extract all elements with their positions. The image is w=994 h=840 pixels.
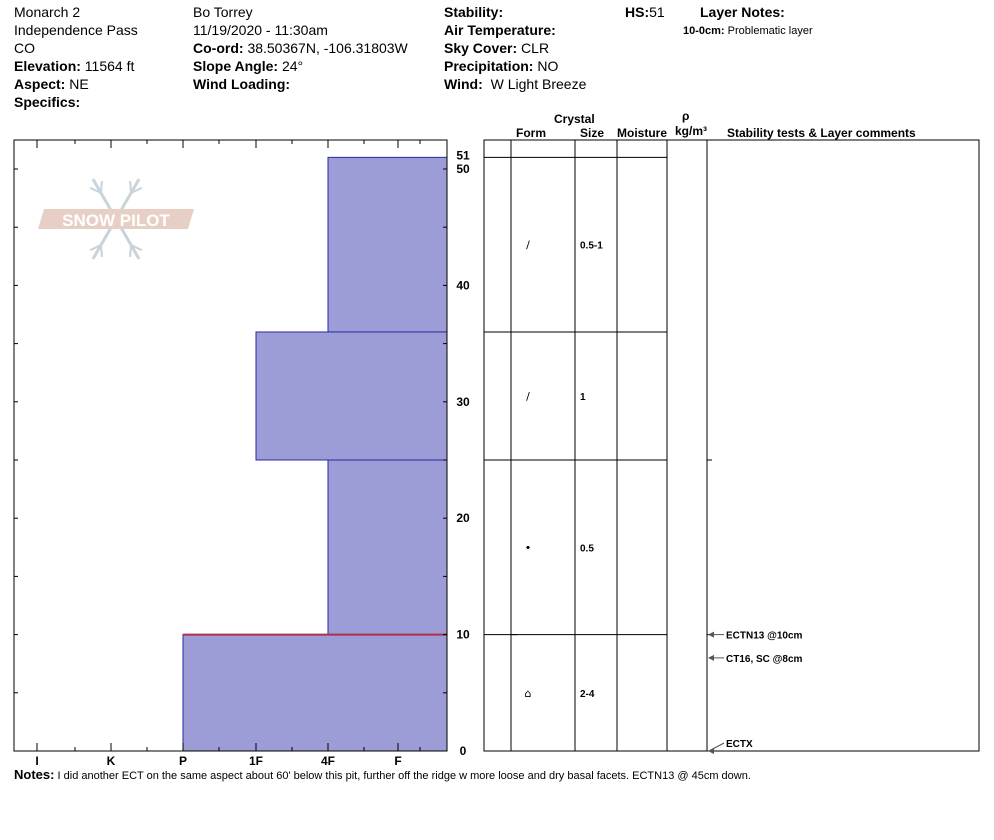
density-unit-header: kg/m³ (675, 124, 708, 138)
layer-note-depth: 10-0cm: (683, 25, 725, 37)
crystal-header: Crystal (554, 112, 595, 126)
snowpilot-logo: SNOW PILOT (38, 178, 194, 260)
hardness-bar (182, 634, 448, 752)
logo-banner (38, 209, 194, 229)
logo-flake-branch (129, 180, 132, 194)
layer-note: 10-0cm: Problematic layer (683, 22, 813, 40)
crystal-form-symbol: • (525, 541, 532, 554)
total-height-label: 51 (456, 148, 470, 162)
elevation-label: Elevation: (14, 58, 81, 74)
moisture-header: Moisture (617, 126, 668, 140)
logo-flake-branch (129, 244, 132, 258)
height-tick-label: 40 (456, 278, 470, 292)
layer-notes-label: Layer Notes: (700, 4, 785, 20)
crystal-form-symbol: / (526, 390, 530, 403)
precip-value: NO (537, 58, 559, 74)
crystal-size-label: 2-4 (580, 689, 595, 700)
height-tick-label: 30 (456, 395, 470, 409)
hardness-tick-label: K (107, 754, 116, 768)
slope-value: 24° (281, 58, 304, 74)
hardness-tick-label: I (35, 754, 38, 768)
comments-header: Stability tests & Layer comments (727, 126, 916, 140)
height-tick-label: 0 (460, 744, 467, 758)
stability-test-label: CT16, SC @8cm (726, 654, 803, 665)
logo-flake-branch (100, 180, 103, 194)
hardness-bar (255, 331, 448, 461)
coordinates: Co-ord: 38.50367N, -106.31803W (193, 39, 408, 57)
precip-label: Precipitation: (444, 58, 534, 74)
crystal-form-symbol: / (526, 239, 530, 252)
hardness-bar (327, 156, 448, 333)
precipitation: Precipitation: NO (444, 57, 558, 75)
notes-label: Notes: (14, 767, 55, 782)
coord-label: Co-ord: (193, 40, 244, 56)
test-arrow-head (708, 748, 714, 754)
air-temp-label: Air Temperature: (444, 22, 556, 38)
hardness-tick-label: F (394, 754, 401, 768)
elevation-value: 11564 ft (84, 58, 135, 74)
crystal-size-label: 0.5-1 (580, 241, 603, 252)
aspect-label: Aspect: (14, 76, 66, 92)
aspect: Aspect: NE (14, 75, 89, 93)
height-tick-label: 10 (456, 628, 470, 642)
test-arrow-head (708, 631, 714, 638)
wind: Wind: W Light Breeze (444, 75, 586, 93)
stability-test-label: ECTX (726, 739, 753, 750)
hardness-tick-label: 4F (321, 754, 335, 768)
hardness-layers (182, 156, 448, 752)
crystal-size-label: 1 (580, 392, 586, 403)
logo-flake-branch (89, 244, 102, 252)
crystal-size-label: 0.5 (580, 543, 594, 554)
logo-flake-branch (130, 244, 143, 252)
logo-flake-branch (130, 186, 143, 194)
stability-label: Stability: (444, 4, 504, 20)
notes-text: I did another ECT on the same aspect abo… (57, 770, 751, 782)
state: CO (14, 40, 35, 56)
wind-label: Wind: (444, 76, 483, 92)
table-frame (483, 139, 980, 752)
hardness-bar (327, 459, 448, 636)
wind-loading-label: Wind Loading: (193, 76, 291, 92)
specifics-label: Specifics: (14, 94, 81, 110)
sky-value: CLR (521, 40, 550, 56)
elevation: Elevation: 11564 ft (14, 57, 134, 75)
height-tick-label: 50 (456, 162, 470, 176)
stability-test-label: ECTN13 @10cm (726, 631, 803, 642)
test-arrow-head (708, 654, 714, 661)
size-header: Size (580, 126, 605, 140)
observer: Bo Torrey (193, 4, 253, 20)
sky-label: Sky Cover: (444, 40, 518, 56)
height-tick-label: 20 (456, 511, 470, 525)
logo-text: SNOW PILOT (62, 211, 170, 230)
crystal-form-symbol: ⌂ (525, 687, 532, 700)
wind-value: W Light Breeze (490, 76, 587, 92)
slope-label: Slope Angle: (193, 58, 279, 74)
coord-value: 38.50367N, -106.31803W (247, 40, 408, 56)
rho-header: ρ (682, 109, 690, 123)
hardness-tick-label: 1F (249, 754, 263, 768)
chart-frames (13, 139, 980, 752)
slope-angle: Slope Angle: 24° (193, 57, 303, 75)
layer-note-text: Problematic layer (727, 25, 813, 37)
hs: HS:51 (625, 3, 665, 21)
hardness-tick-label: P (179, 754, 187, 768)
notes: Notes: I did another ECT on the same asp… (14, 766, 751, 785)
logo-flake-branch (100, 244, 103, 258)
pit-name: Monarch 2 (14, 4, 81, 20)
location: Independence Pass (14, 22, 138, 38)
form-header: Form (516, 126, 546, 140)
hardness-frame (13, 139, 448, 752)
datetime: 11/19/2020 - 11:30am (193, 22, 328, 38)
hs-value: 51 (649, 4, 665, 20)
sky-cover: Sky Cover: CLR (444, 39, 549, 57)
hs-label: HS: (625, 4, 650, 20)
aspect-value: NE (69, 76, 89, 92)
logo-flake-branch (89, 186, 102, 194)
